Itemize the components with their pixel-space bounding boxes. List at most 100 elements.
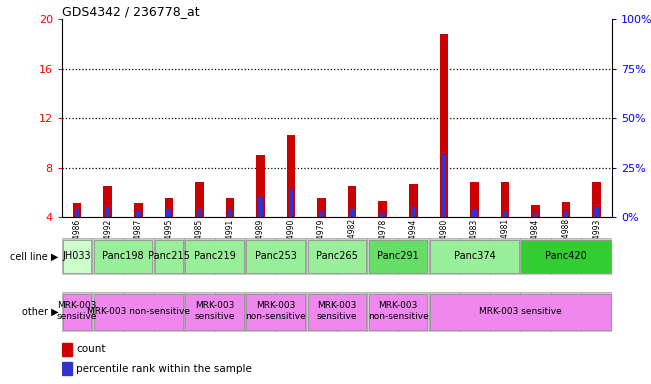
Bar <box>472 209 477 217</box>
Bar <box>430 240 519 273</box>
Bar <box>288 189 294 217</box>
Bar <box>307 240 367 273</box>
Bar <box>226 199 234 217</box>
Text: Panc215: Panc215 <box>148 251 189 261</box>
Bar <box>184 238 215 275</box>
Bar <box>398 238 428 275</box>
Text: Panc198: Panc198 <box>102 251 144 261</box>
Bar <box>533 213 538 217</box>
Text: Panc420: Panc420 <box>546 251 587 261</box>
Bar <box>215 238 245 275</box>
Bar <box>165 199 173 217</box>
Bar <box>564 211 568 217</box>
Bar <box>75 209 79 217</box>
Bar <box>501 182 509 217</box>
Bar <box>592 182 601 217</box>
Bar <box>154 238 184 275</box>
Bar <box>154 292 184 332</box>
Bar <box>186 240 244 273</box>
Bar <box>531 205 540 217</box>
Bar <box>378 201 387 217</box>
Bar <box>411 207 415 217</box>
Text: MRK-003
non-sensitive: MRK-003 non-sensitive <box>245 301 306 321</box>
Bar <box>307 294 367 330</box>
Bar <box>470 182 478 217</box>
Bar <box>521 240 611 273</box>
Bar <box>195 182 204 217</box>
Bar <box>276 292 307 332</box>
Bar <box>94 240 152 273</box>
Bar <box>459 292 490 332</box>
Text: JH033: JH033 <box>62 251 91 261</box>
Bar <box>459 238 490 275</box>
Text: Panc291: Panc291 <box>377 251 419 261</box>
Bar <box>439 34 448 217</box>
Bar <box>62 238 92 275</box>
Bar <box>92 292 123 332</box>
Bar <box>92 238 123 275</box>
Text: MRK-003 sensitive: MRK-003 sensitive <box>479 307 562 316</box>
Bar <box>228 209 232 217</box>
Bar <box>62 343 72 356</box>
Bar <box>62 362 72 375</box>
Bar <box>215 292 245 332</box>
Bar <box>319 211 324 217</box>
Bar <box>247 294 305 330</box>
Text: Panc265: Panc265 <box>316 251 358 261</box>
Bar <box>307 238 337 275</box>
Bar <box>337 292 367 332</box>
Bar <box>409 184 417 217</box>
Bar <box>348 186 357 217</box>
Bar <box>245 238 276 275</box>
Text: count: count <box>77 344 106 354</box>
Bar <box>368 294 427 330</box>
Bar <box>184 292 215 332</box>
Bar <box>428 292 459 332</box>
Bar <box>123 238 154 275</box>
Bar <box>155 240 183 273</box>
Bar <box>94 294 183 330</box>
Bar <box>490 292 520 332</box>
Bar <box>123 292 154 332</box>
Bar <box>441 154 446 217</box>
Bar <box>350 209 355 217</box>
Text: other ▶: other ▶ <box>22 307 59 317</box>
Bar <box>247 240 305 273</box>
Bar <box>367 238 398 275</box>
Bar <box>551 238 581 275</box>
Bar <box>594 207 599 217</box>
Text: Panc253: Panc253 <box>255 251 297 261</box>
Bar <box>186 294 244 330</box>
Bar <box>581 238 612 275</box>
Text: MRK-003
sensitive: MRK-003 sensitive <box>57 301 98 321</box>
Bar <box>398 292 428 332</box>
Text: cell line ▶: cell line ▶ <box>10 251 59 262</box>
Bar <box>490 238 520 275</box>
Bar <box>562 202 570 217</box>
Bar <box>287 136 296 217</box>
Bar <box>368 240 427 273</box>
Bar <box>63 294 91 330</box>
Bar <box>551 292 581 332</box>
Bar <box>337 238 367 275</box>
Text: Panc374: Panc374 <box>454 251 495 261</box>
Text: GDS4342 / 236778_at: GDS4342 / 236778_at <box>62 5 199 18</box>
Bar <box>276 238 307 275</box>
Bar <box>430 294 611 330</box>
Bar <box>520 238 551 275</box>
Bar <box>104 186 112 217</box>
Bar <box>380 213 385 217</box>
Text: MRK-003
sensitive: MRK-003 sensitive <box>316 301 357 321</box>
Bar <box>136 211 141 217</box>
Text: MRK-003
non-sensitive: MRK-003 non-sensitive <box>368 301 428 321</box>
Bar <box>63 240 91 273</box>
Bar <box>62 292 92 332</box>
Bar <box>581 292 612 332</box>
Bar <box>367 292 398 332</box>
Bar <box>317 199 326 217</box>
Text: percentile rank within the sample: percentile rank within the sample <box>77 364 253 374</box>
Text: MRK-003 non-sensitive: MRK-003 non-sensitive <box>87 307 189 316</box>
Bar <box>73 204 81 217</box>
Bar <box>256 155 265 217</box>
Bar <box>197 209 202 217</box>
